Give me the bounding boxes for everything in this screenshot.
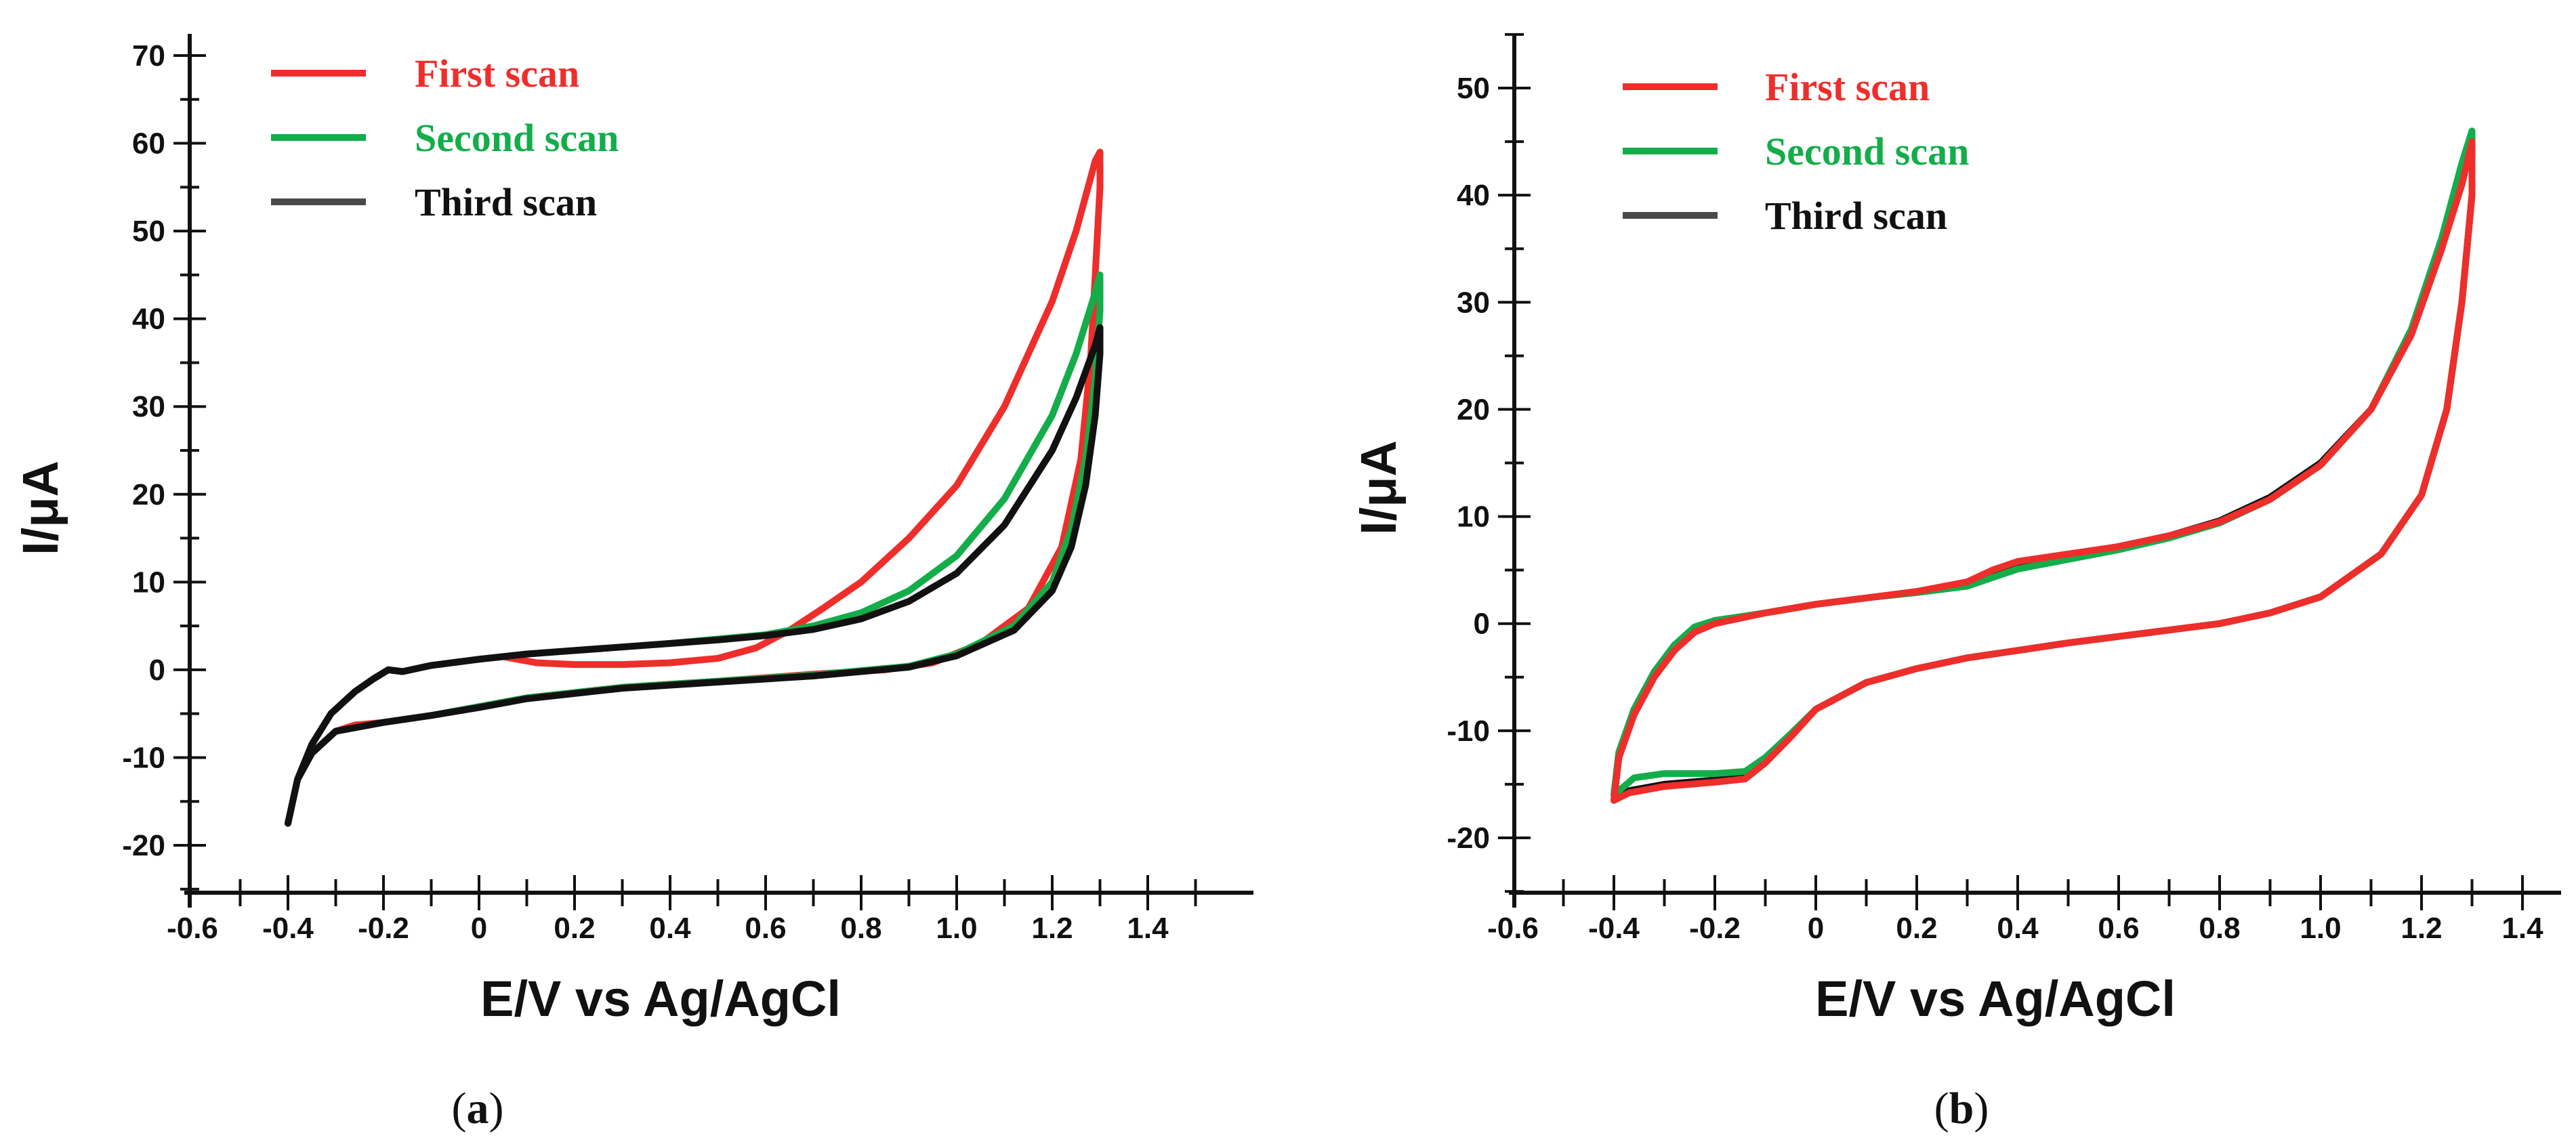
legend-label-second-scan-a: Second scan [415, 116, 619, 160]
panel-a-chart: 70 60 50 40 30 20 10 0 -10 -20 -0.6 -0.4 -0.2 0 0.2 0.4… [12, 34, 1253, 1027]
legend-label-third-scan-b: Third scan [1765, 194, 1947, 238]
x-tick-label-b: 1.2 [2401, 912, 2442, 945]
y-tick-label-b: 0 [1474, 608, 1490, 641]
y-tick-label-a: 50 [132, 215, 165, 248]
panel-b-label: (b) [1934, 1084, 1989, 1133]
panel-b-chart: 50 40 30 20 10 0 -10 -20 -0.6 -0.4 -0.2 0 0.2 0.4 0.6 0… [1350, 33, 2561, 1027]
x-tick-label-b: 0.8 [2199, 912, 2240, 945]
x-tick-label-a: -0.4 [262, 912, 314, 945]
legend-label-first-scan-a: First scan [415, 51, 579, 96]
x-tick-label-a: 0 [471, 912, 487, 945]
x-tick-label-a: 0.2 [554, 912, 595, 945]
x-tick-label-a: 0.6 [745, 912, 786, 945]
x-tick-label-a: 0.4 [649, 912, 691, 945]
y-axis-title-b: I/μA [1350, 440, 1407, 535]
y-tick-label-b: -10 [1447, 715, 1490, 748]
x-tick-label-b: 1.0 [2300, 912, 2341, 945]
y-tick-label-b: 20 [1457, 393, 1490, 426]
y-tick-label-b: 40 [1457, 179, 1490, 212]
legend-label-first-scan-b: First scan [1765, 65, 1930, 109]
legend-label-second-scan-b: Second scan [1765, 129, 1969, 173]
y-tick-label-b: 30 [1457, 286, 1490, 319]
y-tick-label-a: 10 [132, 566, 165, 599]
y-tick-label-a: 40 [132, 303, 165, 336]
panel-a-label: (a) [452, 1084, 504, 1133]
series-line-first-scan-b [1611, 138, 2476, 804]
x-tick-label-a: 1.2 [1031, 912, 1073, 945]
y-tick-label-a: -10 [122, 741, 165, 774]
x-tick-label-b: -0.4 [1588, 912, 1640, 945]
x-tick-label-b: 0.4 [1997, 912, 2039, 945]
y-tick-label-b: 10 [1457, 501, 1490, 534]
x-tick-label-b: -0.2 [1689, 912, 1741, 945]
series-line-third-scan-b [1611, 133, 2476, 799]
x-tick-label-a: 1.0 [936, 912, 977, 945]
series-line-third-scan-a [285, 324, 1104, 827]
x-axis-title-b: E/V vs Ag/AgCl [1815, 971, 2176, 1027]
x-tick-label-a: -0.2 [358, 912, 409, 945]
y-axis-title-a: I/μA [12, 461, 68, 555]
y-tick-label-a: -20 [122, 829, 165, 862]
x-tick-label-b: 1.4 [2501, 912, 2543, 945]
x-axis-title-a: E/V vs Ag/AgCl [480, 971, 841, 1027]
y-tick-label-a: 70 [132, 39, 165, 72]
x-tick-label-b: 0 [1808, 912, 1824, 945]
legend-label-third-scan-a: Third scan [415, 180, 597, 224]
y-tick-label-a: 20 [132, 478, 165, 511]
y-tick-label-a: 0 [149, 654, 165, 687]
series-line-first-scan-a [285, 148, 1104, 827]
x-tick-label-b: 0.6 [2098, 912, 2139, 945]
x-tick-label-b: -0.6 [1487, 912, 1539, 945]
x-tick-label-a: -0.6 [167, 912, 218, 945]
y-tick-label-b: -20 [1447, 822, 1490, 855]
x-tick-label-b: 0.2 [1896, 912, 1937, 945]
x-tick-label-a: 1.4 [1127, 912, 1169, 945]
x-tick-label-a: 0.8 [840, 912, 881, 945]
y-tick-label-a: 30 [132, 390, 165, 423]
y-tick-label-b: 50 [1457, 72, 1490, 105]
series-line-second-scan-b [1611, 127, 2476, 799]
y-tick-label-a: 60 [132, 127, 165, 161]
